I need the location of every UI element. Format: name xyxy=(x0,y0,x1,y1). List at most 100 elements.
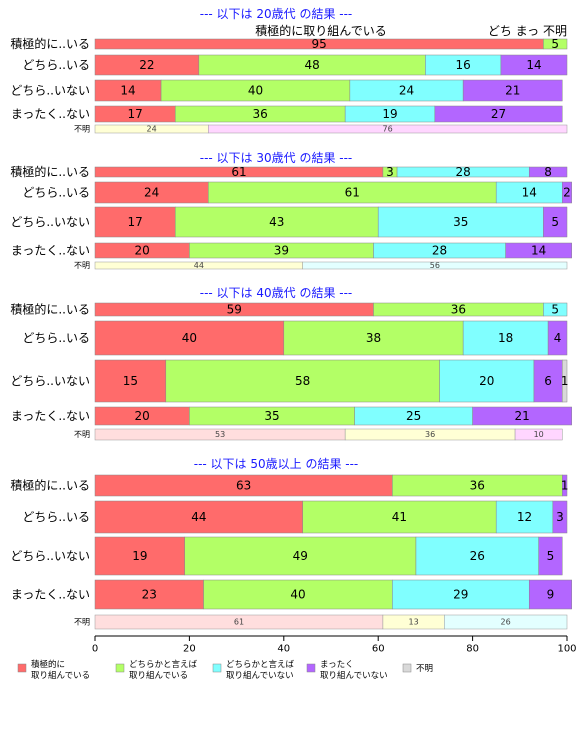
unknown-data-label: 53 xyxy=(215,430,225,439)
data-label: 40 xyxy=(248,84,263,98)
bar-segment xyxy=(543,206,568,238)
x-tick-label: 60 xyxy=(372,644,385,655)
unknown-data-label: 24 xyxy=(147,125,157,134)
data-label: 63 xyxy=(236,479,251,493)
legend-swatch xyxy=(115,663,125,673)
row-label: どちら..いない xyxy=(10,374,90,388)
data-label: 19 xyxy=(132,549,147,563)
bar-segment xyxy=(434,105,563,123)
data-label: 25 xyxy=(406,409,421,423)
data-label: 6 xyxy=(544,374,552,388)
row-label: 積極的に..いる xyxy=(10,302,90,317)
data-label: 3 xyxy=(556,510,564,524)
row-label: どちら..いない xyxy=(10,549,90,563)
row-label: どちら..いない xyxy=(10,215,90,229)
data-label: 3 xyxy=(386,165,394,179)
bar-segment xyxy=(462,79,563,102)
panel-title: --- 以下は 20歳代 の結果 --- xyxy=(200,7,353,21)
bar-segment xyxy=(377,206,544,238)
data-label: 29 xyxy=(453,588,468,602)
data-label: 17 xyxy=(127,215,142,229)
data-label: 41 xyxy=(392,510,407,524)
unknown-data-label: 44 xyxy=(194,261,204,270)
bar-segment xyxy=(547,320,568,356)
row-label: どちら..いる xyxy=(22,331,90,345)
bar-segment xyxy=(94,579,204,610)
bar-segment xyxy=(462,320,549,356)
row-label: どちら..いない xyxy=(10,84,90,98)
data-label: 36 xyxy=(253,107,268,121)
data-label: 36 xyxy=(470,479,485,493)
bar-segment xyxy=(415,536,539,576)
bar-segment xyxy=(94,536,185,576)
data-label: 28 xyxy=(456,165,471,179)
row-label: まったく..ない xyxy=(11,107,90,121)
unknown-row-label: 不明 xyxy=(74,430,90,439)
bar-segment xyxy=(439,359,535,403)
unknown-data-label: 36 xyxy=(425,430,435,439)
unknown-data-label: 56 xyxy=(430,261,440,270)
data-label: 27 xyxy=(491,107,506,121)
bar-segment xyxy=(543,38,568,50)
data-label: 20 xyxy=(479,374,494,388)
x-tick-label: 20 xyxy=(183,644,196,655)
bar-segment xyxy=(495,500,554,534)
legend-swatch xyxy=(306,663,316,673)
legend-label: どちらかと言えば xyxy=(226,659,295,670)
data-label: 12 xyxy=(517,510,532,524)
data-label: 4 xyxy=(554,331,562,345)
legend-label: 不明 xyxy=(416,664,433,674)
data-label: 15 xyxy=(123,374,138,388)
data-label: 14 xyxy=(120,84,135,98)
data-label: 9 xyxy=(547,588,555,602)
row-label: 積極的に..いる xyxy=(10,164,90,179)
top-annotation-center: 積極的に取り組んでいる xyxy=(255,23,386,38)
data-label: 22 xyxy=(139,58,154,72)
panel-title: --- 以下は 30歳代 の結果 --- xyxy=(200,151,353,165)
bar-segment xyxy=(505,242,572,259)
data-label: 23 xyxy=(142,588,157,602)
unknown-segment xyxy=(302,261,568,270)
unknown-row-label: 不明 xyxy=(74,125,90,134)
data-label: 24 xyxy=(399,84,414,98)
bar-segment xyxy=(472,406,572,426)
bar-segment xyxy=(392,579,530,610)
row-label: どちら..いる xyxy=(22,58,90,72)
row-label: どちら..いる xyxy=(22,510,90,524)
data-label: 21 xyxy=(515,409,530,423)
bar-segment xyxy=(94,320,285,356)
data-label: 19 xyxy=(382,107,397,121)
bar-segment xyxy=(562,474,568,497)
bar-segment xyxy=(302,500,497,534)
data-label: 39 xyxy=(274,244,289,258)
data-label: 49 xyxy=(293,549,308,563)
legend-label: どちらかと言えば xyxy=(129,659,198,670)
unknown-row-label: 不明 xyxy=(74,261,90,270)
bar-segment xyxy=(94,206,176,238)
legend-label: 取り組んでいる xyxy=(31,670,90,681)
row-label: 積極的に..いる xyxy=(10,478,90,493)
legend-label: 取り組んでいない xyxy=(226,670,294,681)
data-label: 40 xyxy=(182,331,197,345)
unknown-data-label: 76 xyxy=(383,125,393,134)
bar-segment xyxy=(562,181,572,204)
bar-segment xyxy=(552,500,568,534)
data-label: 14 xyxy=(522,186,537,200)
bar-segment xyxy=(94,500,303,534)
data-label: 48 xyxy=(304,58,319,72)
data-label: 44 xyxy=(191,510,206,524)
unknown-data-label: 61 xyxy=(234,618,244,627)
unknown-row-label: 不明 xyxy=(74,618,90,627)
bar-segment xyxy=(533,359,563,403)
panel-title: --- 以下は 50歳以上 の結果 --- xyxy=(194,457,359,471)
data-label: 1 xyxy=(561,374,569,388)
x-tick-label: 40 xyxy=(277,644,290,655)
legend-swatch xyxy=(212,663,222,673)
data-label: 35 xyxy=(264,409,279,423)
data-label: 5 xyxy=(551,215,559,229)
data-label: 35 xyxy=(453,215,468,229)
unknown-data-label: 10 xyxy=(534,430,544,439)
unknown-segment xyxy=(514,428,563,441)
data-label: 20 xyxy=(135,244,150,258)
x-tick-label: 100 xyxy=(557,644,576,655)
